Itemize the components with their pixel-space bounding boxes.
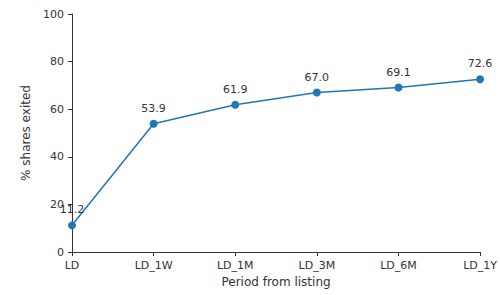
svg-text:80: 80 xyxy=(50,55,64,68)
svg-text:67.0: 67.0 xyxy=(305,71,330,84)
svg-text:Period from listing: Period from listing xyxy=(221,275,330,289)
svg-text:LD_1Y: LD_1Y xyxy=(463,259,497,272)
svg-text:LD_1W: LD_1W xyxy=(135,259,173,272)
svg-text:0: 0 xyxy=(57,246,64,259)
svg-text:72.6: 72.6 xyxy=(468,57,493,70)
svg-text:100: 100 xyxy=(43,8,64,21)
svg-text:60: 60 xyxy=(50,103,64,116)
svg-text:LD_3M: LD_3M xyxy=(299,259,336,272)
svg-text:LD_1M: LD_1M xyxy=(217,259,254,272)
svg-text:53.9: 53.9 xyxy=(141,102,166,115)
svg-text:61.9: 61.9 xyxy=(223,83,248,96)
svg-text:11.2: 11.2 xyxy=(60,203,85,216)
svg-text:LD: LD xyxy=(65,259,80,272)
svg-text:69.1: 69.1 xyxy=(386,66,411,79)
svg-text:40: 40 xyxy=(50,150,64,163)
svg-text:% shares exited: % shares exited xyxy=(19,85,33,181)
svg-text:LD_6M: LD_6M xyxy=(380,259,417,272)
svg-text:20: 20 xyxy=(50,197,64,211)
